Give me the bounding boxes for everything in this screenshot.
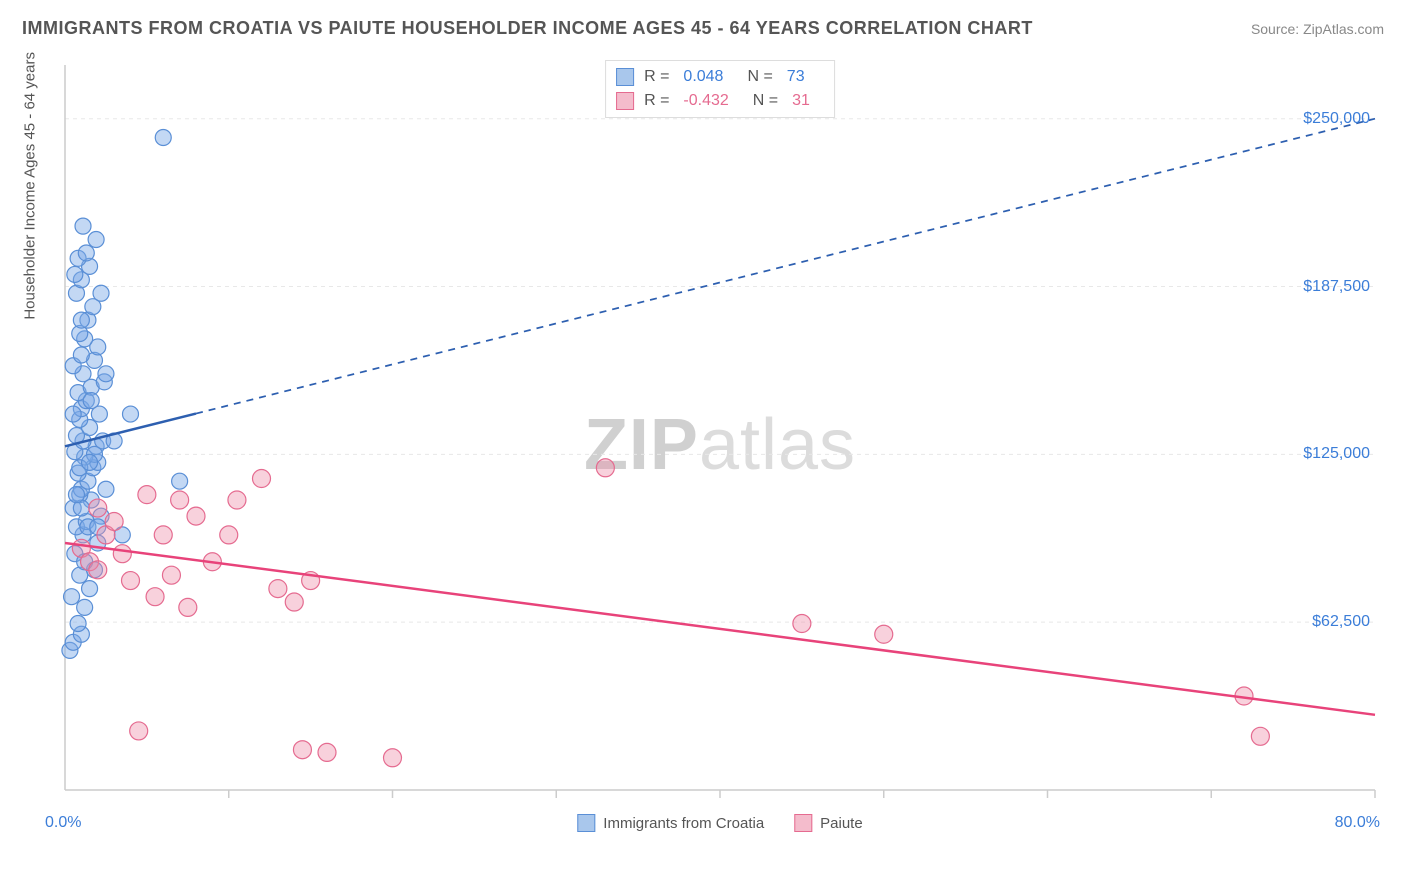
data-point bbox=[83, 393, 99, 409]
data-point bbox=[73, 312, 89, 328]
scatter-plot bbox=[60, 60, 1380, 830]
data-point bbox=[82, 581, 98, 597]
data-point bbox=[285, 593, 303, 611]
legend-swatch bbox=[577, 814, 595, 832]
chart-header: IMMIGRANTS FROM CROATIA VS PAIUTE HOUSEH… bbox=[22, 18, 1384, 39]
data-point bbox=[138, 486, 156, 504]
data-point bbox=[384, 749, 402, 767]
data-point bbox=[113, 545, 131, 563]
n-label: N = bbox=[747, 65, 772, 89]
data-point bbox=[293, 741, 311, 759]
data-point bbox=[70, 616, 86, 632]
data-point bbox=[172, 473, 188, 489]
data-point bbox=[171, 491, 189, 509]
data-point bbox=[1251, 727, 1269, 745]
n-value: 73 bbox=[787, 65, 805, 89]
data-point bbox=[154, 526, 172, 544]
data-point bbox=[253, 470, 271, 488]
data-point bbox=[98, 481, 114, 497]
data-point bbox=[75, 218, 91, 234]
data-point bbox=[220, 526, 238, 544]
x-axis-max-label: 80.0% bbox=[1335, 814, 1380, 832]
legend-label: Paiute bbox=[820, 815, 863, 832]
data-point bbox=[89, 561, 107, 579]
data-point bbox=[73, 347, 89, 363]
data-point bbox=[162, 566, 180, 584]
source-attribution: Source: ZipAtlas.com bbox=[1251, 21, 1384, 37]
series-legend: Immigrants from Croatia Paiute bbox=[577, 814, 862, 832]
legend-stat-row: R = 0.048 N = 73 bbox=[616, 65, 824, 89]
r-value: -0.432 bbox=[683, 89, 728, 113]
legend-item: Immigrants from Croatia bbox=[577, 814, 764, 832]
n-label: N = bbox=[753, 89, 778, 113]
data-point bbox=[82, 454, 98, 470]
r-label: R = bbox=[644, 89, 669, 113]
data-point bbox=[64, 589, 80, 605]
data-point bbox=[793, 615, 811, 633]
legend-label: Immigrants from Croatia bbox=[603, 815, 764, 832]
x-axis-min-label: 0.0% bbox=[45, 814, 81, 832]
data-point bbox=[130, 722, 148, 740]
legend-stat-row: R = -0.432 N = 31 bbox=[616, 89, 824, 113]
data-point bbox=[89, 499, 107, 517]
data-point bbox=[596, 459, 614, 477]
data-point bbox=[875, 625, 893, 643]
y-tick-label: $125,000 bbox=[1303, 445, 1370, 463]
correlation-legend: R = 0.048 N = 73 R = -0.432 N = 31 bbox=[605, 60, 835, 118]
chart-title: IMMIGRANTS FROM CROATIA VS PAIUTE HOUSEH… bbox=[22, 18, 1033, 39]
data-point bbox=[88, 232, 104, 248]
y-tick-label: $250,000 bbox=[1303, 110, 1370, 128]
data-point bbox=[65, 406, 81, 422]
data-point bbox=[228, 491, 246, 509]
legend-item: Paiute bbox=[794, 814, 863, 832]
y-axis-label: Householder Income Ages 45 - 64 years bbox=[22, 52, 39, 320]
data-point bbox=[105, 512, 123, 530]
legend-swatch bbox=[794, 814, 812, 832]
data-point bbox=[68, 487, 84, 503]
data-point bbox=[93, 285, 109, 301]
y-tick-label: $62,500 bbox=[1312, 613, 1370, 631]
r-value: 0.048 bbox=[683, 65, 723, 89]
data-point bbox=[146, 588, 164, 606]
r-label: R = bbox=[644, 65, 669, 89]
data-point bbox=[77, 599, 93, 615]
data-point bbox=[187, 507, 205, 525]
data-point bbox=[123, 406, 139, 422]
data-point bbox=[67, 266, 83, 282]
y-tick-label: $187,500 bbox=[1303, 278, 1370, 296]
trend-line-solid bbox=[65, 543, 1375, 715]
n-value: 31 bbox=[792, 89, 810, 113]
data-point bbox=[98, 366, 114, 382]
chart-area: Householder Income Ages 45 - 64 years ZI… bbox=[60, 60, 1380, 830]
data-point bbox=[122, 572, 140, 590]
data-point bbox=[78, 245, 94, 261]
data-point bbox=[155, 130, 171, 146]
data-point bbox=[179, 598, 197, 616]
legend-swatch bbox=[616, 68, 634, 86]
trend-line-dashed bbox=[196, 119, 1375, 414]
legend-swatch bbox=[616, 92, 634, 110]
data-point bbox=[269, 580, 287, 598]
data-point bbox=[318, 743, 336, 761]
